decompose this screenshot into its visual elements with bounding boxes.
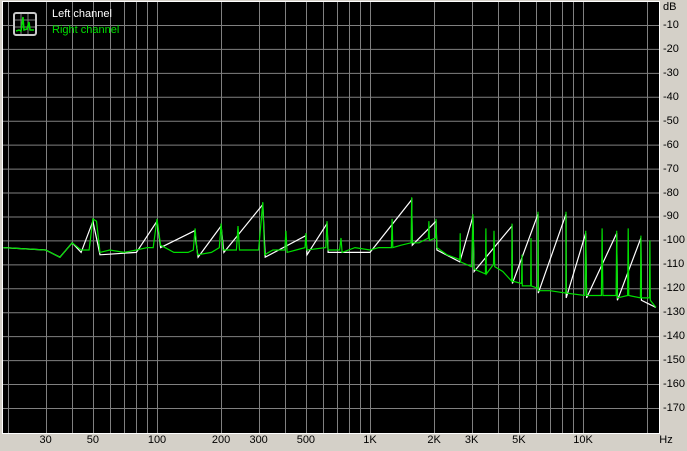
y-tick-label: -120 (663, 282, 686, 295)
x-tick-label: 500 (296, 434, 316, 446)
x-axis-unit: Hz (659, 434, 673, 446)
spectrum-icon[interactable] (13, 12, 37, 36)
legend-right-channel: Right channel (52, 24, 120, 36)
x-tick-label: 300 (249, 434, 268, 446)
x-tick-label: 200 (211, 434, 231, 446)
x-tick-label: 50 (86, 434, 99, 446)
right-channel-line (3, 197, 657, 308)
left-channel-line (3, 198, 657, 308)
y-tick-label: -170 (663, 401, 686, 414)
y-axis-unit: dB (663, 1, 677, 13)
y-tick-label: -30 (663, 66, 679, 79)
y-tick-label: -150 (663, 354, 686, 367)
y-tick-label: -160 (663, 378, 686, 391)
y-tick-label: -80 (663, 186, 679, 199)
plot-background (2, 1, 660, 434)
y-tick-label: -10 (663, 18, 679, 31)
y-tick-label: -130 (663, 306, 686, 319)
y-tick-label: -140 (663, 330, 686, 343)
plot-border (2, 1, 660, 434)
y-tick-label: -70 (663, 162, 679, 175)
x-tick-label: 30 (39, 434, 52, 446)
x-tick-label: 1K (363, 434, 377, 446)
y-tick-label: -50 (663, 114, 679, 127)
x-tick-label: 100 (147, 434, 167, 446)
y-tick-label: -110 (663, 258, 685, 271)
legend-left-channel: Left channel (52, 8, 112, 20)
y-tick-label: -90 (663, 210, 679, 223)
y-tick-label: -20 (663, 42, 679, 55)
y-tick-label: -100 (663, 234, 686, 247)
y-tick-label: -40 (663, 90, 679, 103)
x-tick-label: 10K (573, 434, 593, 446)
x-tick-label: 2K (427, 434, 441, 446)
y-tick-label: -60 (663, 138, 679, 151)
x-tick-label: 5K (512, 434, 526, 446)
x-tick-label: 3K (464, 434, 479, 446)
